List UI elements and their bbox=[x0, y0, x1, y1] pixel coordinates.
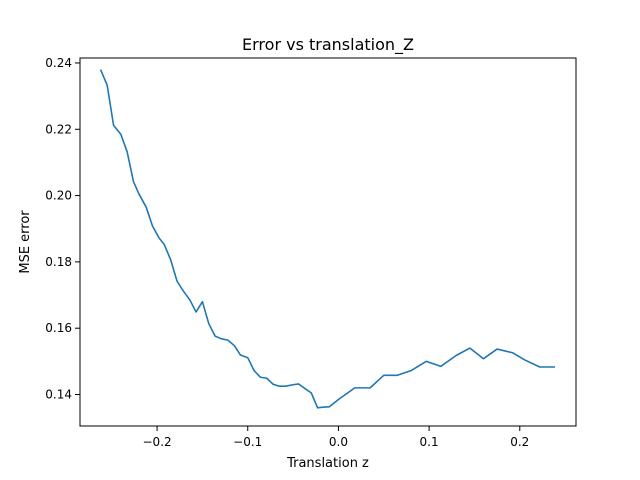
y-tick-label: 0.20 bbox=[45, 189, 72, 203]
x-tick-label: 0.1 bbox=[420, 435, 439, 449]
x-axis-label: Translation z bbox=[286, 456, 369, 471]
x-tick-label: −0.2 bbox=[143, 435, 172, 449]
y-tick-label: 0.18 bbox=[45, 255, 72, 269]
series-layer bbox=[99, 69, 556, 409]
chart-title: Error vs translation_Z bbox=[242, 35, 414, 55]
y-axis-label: MSE error bbox=[18, 210, 33, 274]
series-line bbox=[99, 69, 556, 409]
plot-area bbox=[79, 57, 577, 427]
y-axis-ticks: 0.14 0.16 0.18 0.20 0.22 0.24 bbox=[45, 56, 80, 402]
y-tick-label: 0.16 bbox=[45, 321, 72, 335]
y-tick-label: 0.24 bbox=[45, 56, 72, 70]
x-axis-ticks: −0.2 −0.1 0.0 0.1 0.2 bbox=[143, 426, 529, 449]
x-tick-label: −0.1 bbox=[233, 435, 262, 449]
y-tick-label: 0.14 bbox=[45, 388, 72, 402]
axes-frame bbox=[79, 57, 577, 427]
y-tick-label: 0.22 bbox=[45, 122, 72, 136]
x-tick-label: 0.0 bbox=[329, 435, 348, 449]
x-tick-label: 0.2 bbox=[510, 435, 529, 449]
